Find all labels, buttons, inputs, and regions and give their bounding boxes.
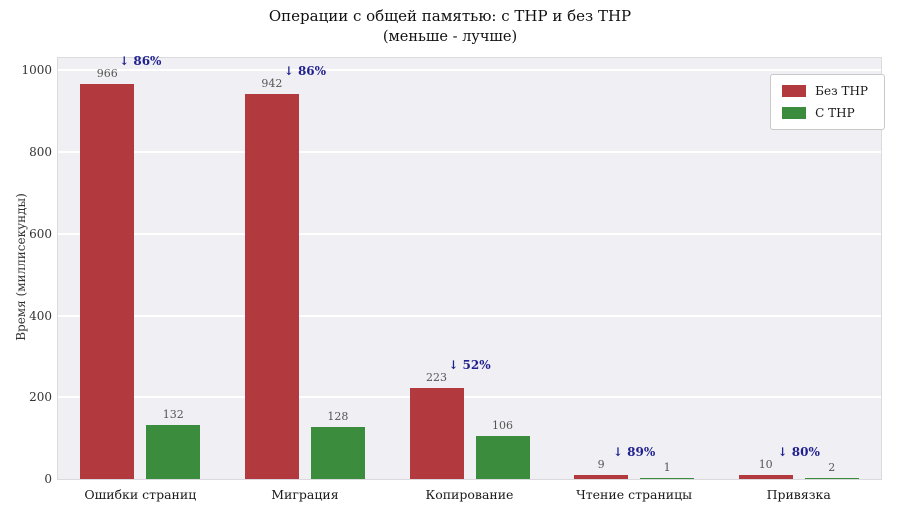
x-tick-label: Копирование [425,487,514,502]
bar [475,435,530,479]
y-tick-label: 400 [29,308,52,323]
bar-value-label: 128 [327,409,349,423]
bar [574,475,629,479]
legend-swatch [782,107,807,119]
y-tick-label: 800 [29,145,52,160]
bar-value-label: 2 [828,460,836,474]
legend-swatch [782,85,807,97]
bar [146,425,201,479]
gridline [58,232,881,235]
bar [409,387,464,479]
bar-value-label: 10 [758,457,773,471]
chart-subtitle: (меньше - лучше) [382,29,518,45]
x-tick-label: Привязка [766,487,831,502]
bar-value-label: 966 [96,67,118,81]
bar [244,93,299,479]
bar-value-label: 223 [426,370,447,384]
gridline [58,314,881,317]
bar-value-label: 9 [597,458,605,472]
bar [804,477,859,479]
y-tick-label: 0 [44,472,52,486]
legend-label: С THP [815,106,855,120]
reduction-annotation: ↓ 80% [777,444,820,459]
bar [738,474,793,479]
legend-item: Без THP [782,84,868,98]
title-block: Операции с общей памятью: с THP и без TH… [0,6,900,47]
bar-value-label: 106 [492,418,513,432]
bar-value-label: 132 [162,408,184,422]
plot-area: 0 200 400 600 800 1000 966 132 ↓ 86% Ошибки стран… [21,54,882,502]
gridline [58,69,881,72]
reduction-annotation: ↓ 89% [612,445,656,460]
chart-title: Операции с общей памятью: с THP и без TH… [268,7,632,25]
bar [80,84,135,479]
y-tick-label: 1000 [21,63,52,78]
bar [640,477,695,479]
bar [310,426,365,479]
x-tick-label: Миграция [271,487,339,502]
legend: Без THP С THP [770,74,885,130]
reduction-annotation: ↓ 52% [448,357,491,372]
x-tick-label: Чтение страницы [576,487,693,502]
gridline [58,151,881,154]
legend-label: Без THP [815,84,868,98]
reduction-annotation: ↓ 86% [119,54,162,69]
bar-value-label: 1 [663,460,671,474]
x-tick-label: Ошибки страниц [84,487,197,502]
legend-item: С THP [782,106,868,120]
y-tick-label: 200 [29,390,52,405]
y-tick-label: 600 [29,226,52,241]
bar-value-label: 942 [261,76,283,90]
gridline [58,396,881,399]
reduction-annotation: ↓ 86% [283,63,327,78]
